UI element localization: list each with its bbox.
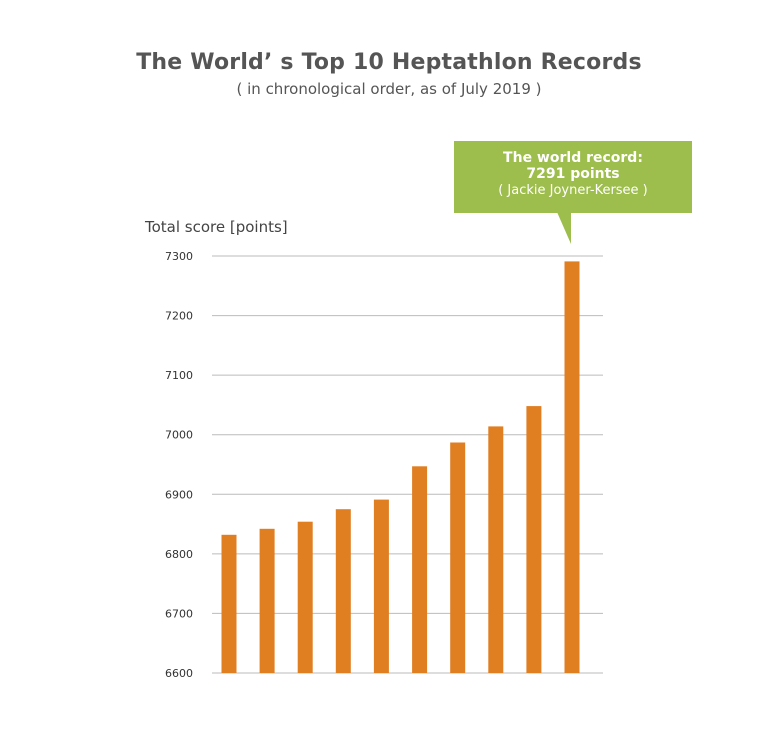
- bar-1: [221, 534, 237, 673]
- callout-line-2: 7291 points: [526, 166, 620, 182]
- bar-7: [450, 442, 466, 673]
- y-tick-label: 6600: [165, 667, 193, 680]
- callout-line-3: ( Jackie Joyner-Kersee ): [498, 183, 648, 198]
- callout-pointer: [557, 212, 571, 244]
- world-record-callout: The world record: 7291 points ( Jackie J…: [454, 141, 692, 213]
- bar-4: [335, 509, 351, 673]
- y-tick-label: 7100: [165, 369, 193, 382]
- bar-9: [526, 406, 542, 673]
- y-tick-label: 6800: [165, 548, 193, 561]
- chart-subtitle: ( in chronological order, as of July 201…: [236, 80, 542, 98]
- y-tick-label: 6700: [165, 607, 193, 620]
- callout-line-1: The world record:: [503, 150, 643, 166]
- bar-5: [373, 499, 389, 673]
- bar-3: [297, 521, 313, 673]
- y-tick-label: 7300: [165, 250, 193, 263]
- bar-10: [564, 261, 580, 673]
- bar-6: [412, 466, 428, 673]
- y-axis-label: Total score [points]: [145, 218, 288, 236]
- y-tick-label: 7000: [165, 429, 193, 442]
- y-tick-label: 6900: [165, 488, 193, 501]
- chart-title: The World’ s Top 10 Heptathlon Records: [136, 50, 642, 75]
- y-tick-label: 7200: [165, 310, 193, 323]
- bar-2: [259, 528, 275, 673]
- bar-8: [488, 426, 504, 673]
